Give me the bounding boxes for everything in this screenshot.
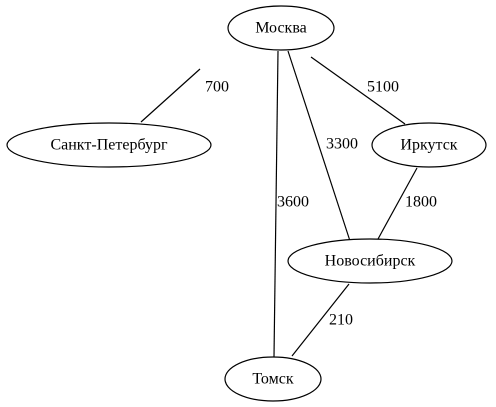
edge-label-moscow-novosibirsk: 3300 [326, 136, 358, 153]
node-novosibirsk: Новосибирск [287, 238, 453, 284]
node-irkutsk: Иркутск [371, 122, 487, 168]
node-ellipse-novosibirsk [287, 238, 453, 284]
edge-label-irkutsk-novosibirsk: 1800 [405, 194, 437, 211]
edge-moscow-tomsk [273, 50, 279, 358]
edge-irkutsk-novosibirsk [377, 167, 418, 240]
node-label-spb: Санкт-Петербург [50, 137, 168, 154]
node-ellipse-spb [6, 122, 212, 168]
node-spb: Санкт-Петербург [6, 122, 212, 168]
edge-label-novosibirsk-tomsk: 210 [329, 312, 353, 329]
node-ellipse-tomsk [224, 356, 322, 402]
node-label-novosibirsk: Новосибирск [325, 253, 416, 270]
nodes: Москва Санкт-Петербург Иркутск Новосибирск Т… [6, 5, 487, 402]
edge-moscow-spb [140, 68, 201, 123]
edge-label-moscow-irkutsk: 5100 [367, 79, 399, 96]
node-moscow: Москва [227, 5, 335, 51]
node-ellipse-irkutsk [371, 122, 487, 168]
edge-novosibirsk-tomsk [291, 283, 350, 357]
node-label-moscow: Москва [255, 20, 307, 37]
edge-label-moscow-spb: 700 [205, 79, 229, 96]
node-ellipse-moscow [227, 5, 335, 51]
node-tomsk: Томск [224, 356, 322, 402]
node-label-tomsk: Томск [252, 371, 293, 388]
edge-label-moscow-tomsk: 3600 [277, 194, 309, 211]
edges: 700 5100 3300 3600 1800 210 [140, 50, 437, 358]
edge-moscow-irkutsk [310, 56, 406, 125]
node-label-irkutsk: Иркутск [400, 137, 457, 154]
edge-moscow-novosibirsk [287, 50, 351, 242]
